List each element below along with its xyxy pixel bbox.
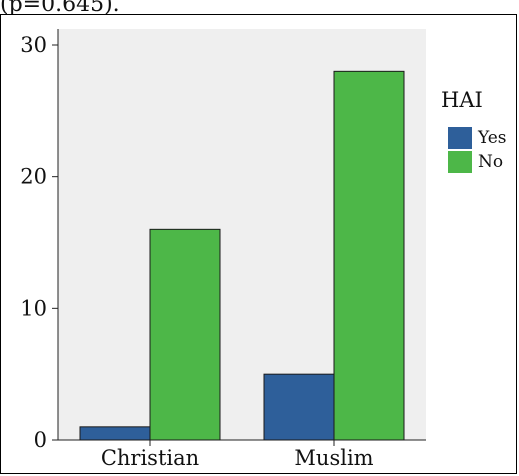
bar-chart: 0 10 20 30 Christian Muslim HAI Yes No bbox=[20, 29, 507, 470]
legend-swatch-yes bbox=[448, 127, 472, 149]
y-tick-label: 10 bbox=[20, 296, 47, 320]
y-axis: 0 10 20 30 bbox=[20, 29, 59, 452]
x-tick-label: Christian bbox=[101, 446, 199, 470]
bar-yes-christian bbox=[79, 426, 151, 441]
x-axis: Christian Muslim bbox=[58, 439, 426, 470]
legend: HAI Yes No bbox=[441, 88, 507, 173]
caption-fragment: (p=0.645). bbox=[0, 0, 120, 17]
bar-no-christian bbox=[149, 228, 221, 441]
bar-yes-muslim bbox=[263, 373, 335, 441]
bars bbox=[79, 70, 405, 441]
y-tick-label: 20 bbox=[20, 165, 47, 189]
y-tick-label: 0 bbox=[34, 428, 47, 452]
y-tick-label: 30 bbox=[20, 33, 47, 57]
bar-no-muslim bbox=[333, 70, 405, 441]
x-tick-label: Muslim bbox=[294, 446, 373, 470]
legend-title: HAI bbox=[441, 88, 483, 112]
legend-swatch-no bbox=[448, 151, 472, 173]
chart-panel: 0 10 20 30 Christian Muslim HAI Yes No bbox=[0, 14, 517, 474]
legend-label: No bbox=[478, 152, 503, 172]
legend-label: Yes bbox=[477, 128, 507, 148]
